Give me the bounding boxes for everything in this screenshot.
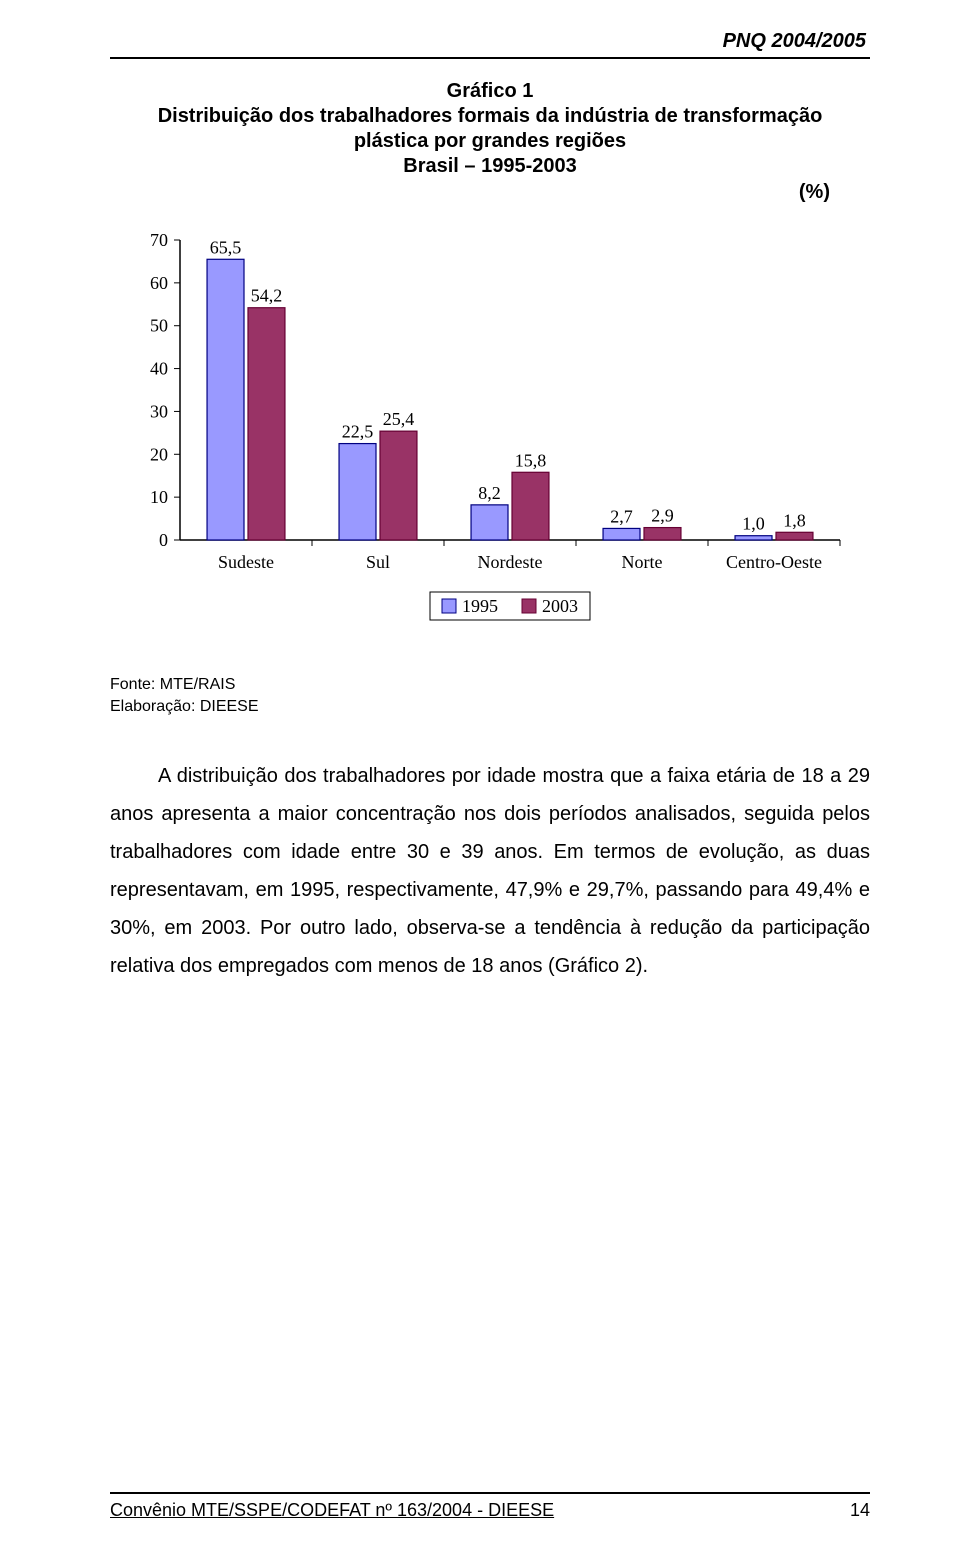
chart-title-block: Gráfico 1 Distribuição dos trabalhadores… [110, 79, 870, 204]
svg-text:22,5: 22,5 [342, 422, 374, 442]
page-footer: Convênio MTE/SSPE/CODEFAT nº 163/2004 - … [110, 1492, 870, 1521]
svg-text:40: 40 [150, 359, 168, 379]
svg-text:65,5: 65,5 [210, 237, 242, 257]
svg-text:Centro-Oeste: Centro-Oeste [726, 552, 822, 572]
svg-text:20: 20 [150, 444, 168, 464]
svg-text:50: 50 [150, 316, 168, 336]
svg-text:2003: 2003 [542, 596, 578, 616]
source-line-1: Fonte: MTE/RAIS [110, 674, 870, 696]
svg-text:30: 30 [150, 401, 168, 421]
svg-text:54,2: 54,2 [251, 286, 282, 306]
header-rule [110, 57, 870, 59]
svg-text:60: 60 [150, 273, 168, 293]
chart-title-2: Distribuição dos trabalhadores formais d… [110, 104, 870, 129]
body-paragraph: A distribuição dos trabalhadores por ida… [110, 757, 870, 985]
header-project: PNQ 2004/2005 [110, 30, 870, 53]
svg-text:1,0: 1,0 [742, 514, 765, 534]
chart-source: Fonte: MTE/RAIS Elaboração: DIEESE [110, 674, 870, 717]
footer-left: Convênio MTE/SSPE/CODEFAT nº 163/2004 - … [110, 1500, 554, 1521]
svg-text:1,8: 1,8 [783, 510, 806, 530]
svg-text:Sul: Sul [366, 552, 390, 572]
svg-text:70: 70 [150, 230, 168, 250]
svg-text:2,9: 2,9 [651, 506, 674, 526]
chart-title-4: Brasil – 1995-2003 [110, 154, 870, 179]
svg-text:2,7: 2,7 [610, 506, 633, 526]
svg-text:1995: 1995 [462, 596, 498, 616]
bar-chart: 0 10 20 30 40 50 60 70 Sudeste 65,5 54,2 Sul 22,5 25,… [120, 220, 860, 650]
chart-title-3: plástica por grandes regiões [110, 129, 870, 154]
svg-text:10: 10 [150, 487, 168, 507]
source-line-2: Elaboração: DIEESE [110, 696, 870, 718]
svg-text:25,4: 25,4 [383, 409, 415, 429]
svg-text:Nordeste: Nordeste [478, 552, 543, 572]
svg-text:Norte: Norte [622, 552, 663, 572]
chart-unit: (%) [110, 181, 870, 204]
chart-title-1: Gráfico 1 [110, 79, 870, 104]
svg-text:15,8: 15,8 [515, 450, 547, 470]
footer-rule [110, 1492, 870, 1494]
svg-text:Sudeste: Sudeste [218, 552, 274, 572]
footer-page-number: 14 [850, 1500, 870, 1521]
svg-text:8,2: 8,2 [478, 483, 501, 503]
svg-text:0: 0 [159, 530, 168, 550]
